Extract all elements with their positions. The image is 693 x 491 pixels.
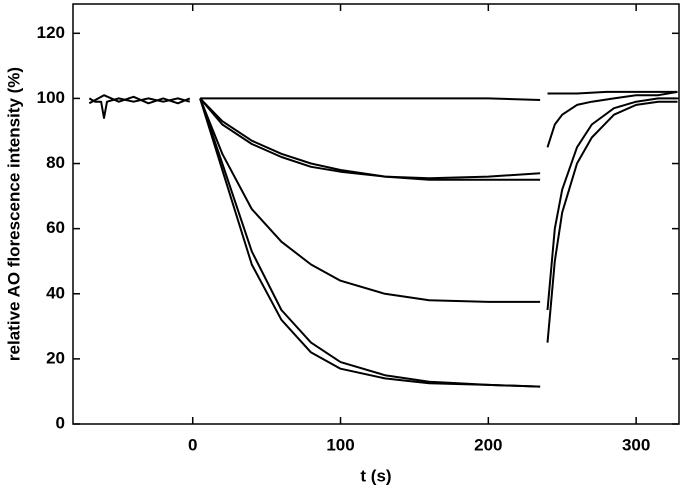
y-tick-label: 100 — [37, 88, 65, 107]
trace-line — [546, 90, 678, 148]
x-tick-label: 100 — [326, 435, 354, 454]
trace-line — [199, 98, 541, 388]
x-axis-title: t (s) — [360, 466, 391, 485]
y-tick-label: 40 — [46, 283, 65, 302]
trace-line — [199, 97, 541, 180]
y-tick-label: 60 — [46, 218, 65, 237]
x-tick-label: 0 — [188, 435, 197, 454]
trace-line — [199, 98, 541, 388]
y-axis-title: relative AO florescence intensity (%) — [4, 67, 23, 361]
trace-line — [546, 100, 678, 343]
trace-line — [546, 97, 678, 311]
trace-line — [199, 97, 541, 181]
y-tick-label: 0 — [56, 413, 65, 432]
x-tick-label: 300 — [622, 435, 650, 454]
trace-line — [200, 97, 541, 101]
y-tick-label: 80 — [46, 153, 65, 172]
trace-line — [88, 94, 191, 105]
trace-line — [547, 90, 678, 95]
y-tick-label: 20 — [46, 348, 65, 367]
trace-line — [199, 98, 541, 303]
plot-frame — [72, 3, 680, 425]
x-tick-label: 200 — [474, 435, 502, 454]
y-tick-label: 120 — [37, 23, 65, 42]
